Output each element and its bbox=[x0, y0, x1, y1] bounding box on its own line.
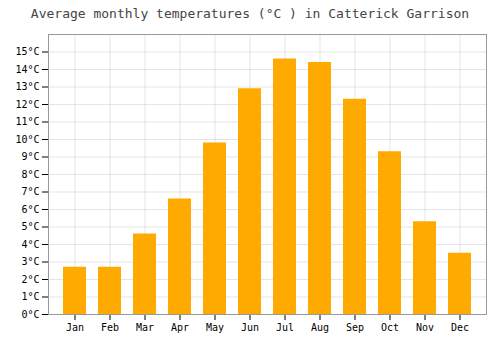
html-text:Average monthly temperatures (: Average monthly temperatures (°C ) in Ca… bbox=[30, 6, 470, 21]
svg-text:Dec: Dec bbox=[451, 322, 469, 333]
svg-text:14°C: 14°C bbox=[15, 64, 39, 75]
svg-text:7°C: 7°C bbox=[21, 186, 39, 197]
svg-text:5°C: 5°C bbox=[21, 221, 39, 232]
svg-text:Jul: Jul bbox=[276, 322, 294, 333]
svg-text:8°C: 8°C bbox=[21, 169, 39, 180]
svg-text:6°C: 6°C bbox=[21, 204, 39, 215]
svg-text:0°C: 0°C bbox=[21, 309, 39, 320]
svg-text:Nov: Nov bbox=[416, 322, 434, 333]
svg-text:Feb: Feb bbox=[101, 322, 119, 333]
svg-text:Jan: Jan bbox=[66, 322, 84, 333]
svg-text:9°C: 9°C bbox=[21, 151, 39, 162]
svg-text:4°C: 4°C bbox=[21, 239, 39, 250]
svg-text:Aug: Aug bbox=[311, 322, 329, 333]
svg-text:10°C: 10°C bbox=[15, 134, 39, 145]
svg-text:Jun: Jun bbox=[241, 322, 259, 333]
svg-text:1°C: 1°C bbox=[21, 291, 39, 302]
svg-text:Sep: Sep bbox=[346, 322, 364, 333]
svg-text:Mar: Mar bbox=[136, 322, 154, 333]
svg-text:13°C: 13°C bbox=[15, 81, 39, 92]
svg-text:2°C: 2°C bbox=[21, 274, 39, 285]
svg-text:Oct: Oct bbox=[381, 322, 399, 333]
svg-text:May: May bbox=[206, 322, 224, 333]
svg-text:3°C: 3°C bbox=[21, 256, 39, 267]
svg-text:15°C: 15°C bbox=[15, 46, 39, 57]
svg-text:12°C: 12°C bbox=[15, 99, 39, 110]
svg-text:Apr: Apr bbox=[171, 322, 189, 333]
svg-text:11°C: 11°C bbox=[15, 116, 39, 127]
